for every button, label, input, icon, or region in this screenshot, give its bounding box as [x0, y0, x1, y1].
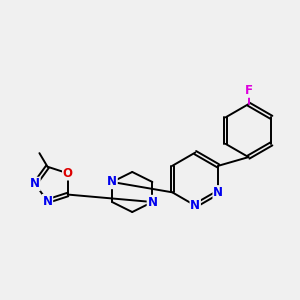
Text: N: N	[147, 196, 158, 208]
Text: O: O	[63, 167, 73, 180]
Text: N: N	[190, 199, 200, 212]
Text: F: F	[244, 84, 253, 97]
Text: N: N	[30, 177, 40, 190]
Text: N: N	[107, 176, 117, 188]
Text: N: N	[213, 186, 223, 199]
Text: N: N	[43, 195, 52, 208]
